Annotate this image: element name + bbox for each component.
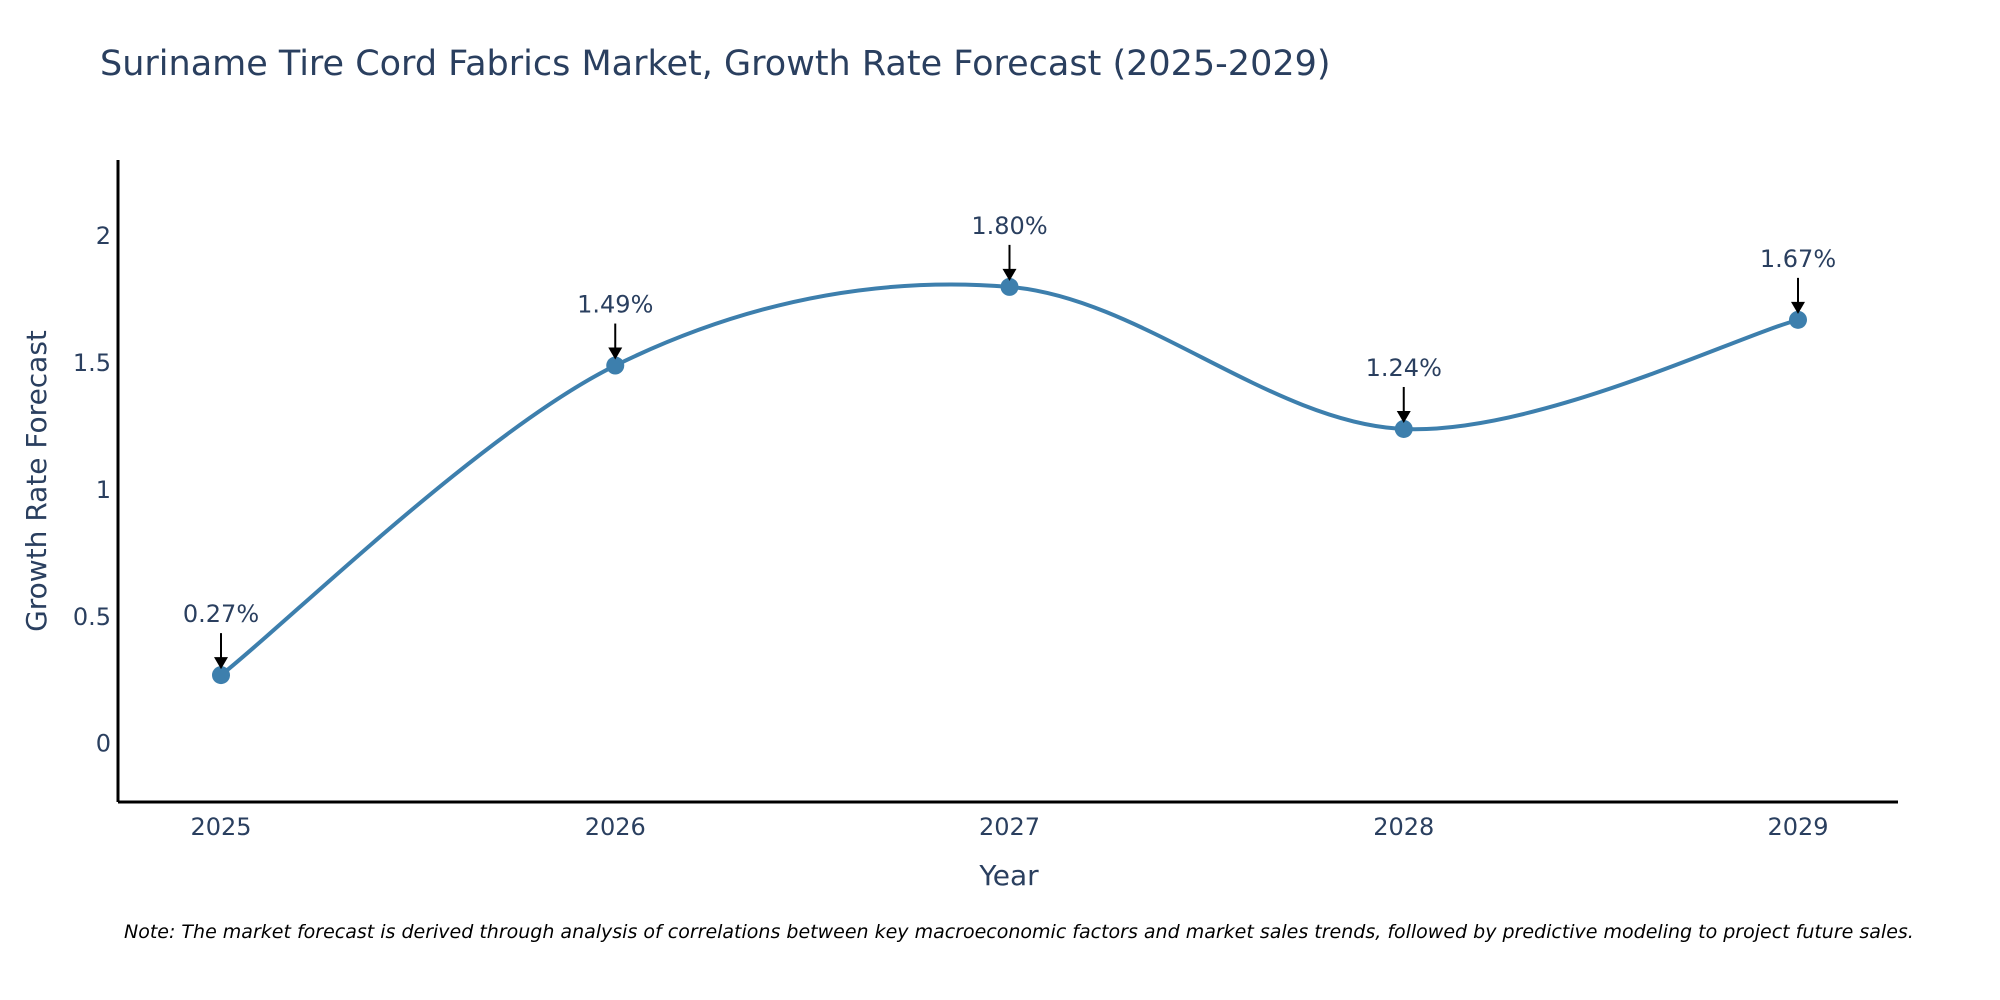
data-point	[1000, 277, 1019, 296]
chart-title: Suriname Tire Cord Fabrics Market, Growt…	[100, 44, 1331, 84]
data-label: 0.27%	[183, 600, 259, 628]
y-tick-label: 1.5	[73, 349, 111, 377]
y-axis-title: Growth Rate Forecast	[20, 330, 53, 632]
annotation-arrow-head	[608, 347, 623, 360]
footnote: Note: The market forecast is derived thr…	[124, 921, 1914, 943]
data-point	[1394, 419, 1413, 438]
annotation-arrow-head	[214, 657, 228, 670]
x-tick-label: 2027	[979, 813, 1040, 841]
y-tick-label: 2	[96, 222, 111, 250]
x-tick-label: 2029	[1767, 813, 1828, 841]
data-point	[1789, 310, 1807, 329]
data-point	[606, 356, 625, 375]
annotation-arrow-head	[1002, 268, 1017, 281]
data-label: 1.67%	[1760, 245, 1836, 273]
x-tick-label: 2026	[585, 813, 646, 841]
x-tick-label: 2025	[190, 813, 251, 841]
data-label: 1.49%	[577, 291, 653, 319]
x-tick-label: 2028	[1373, 813, 1434, 841]
x-axis-title: Year	[978, 859, 1039, 892]
y-tick-label: 1	[96, 476, 111, 504]
data-label: 1.24%	[1366, 354, 1442, 382]
annotation-arrow-head	[1791, 301, 1805, 314]
y-tick-label: 0.5	[73, 603, 111, 631]
data-label: 1.80%	[971, 212, 1047, 240]
y-tick-label: 0	[96, 730, 111, 758]
annotation-arrow-head	[1396, 410, 1411, 423]
series-line	[219, 282, 1799, 677]
data-point	[212, 666, 230, 685]
